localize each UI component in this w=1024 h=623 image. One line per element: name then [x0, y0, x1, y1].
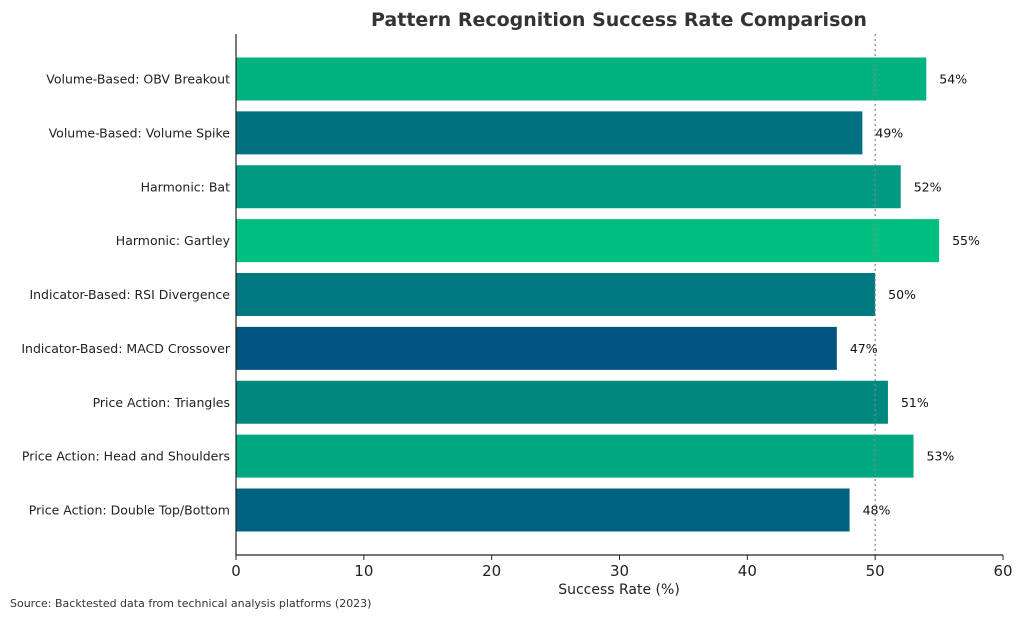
value-label: 55% — [952, 233, 980, 248]
x-tick-label: 40 — [738, 562, 757, 580]
category-label: Price Action: Double Top/Bottom — [29, 503, 230, 518]
bar — [236, 326, 837, 370]
value-label: 53% — [927, 449, 955, 464]
category-label: Indicator-Based: RSI Divergence — [29, 287, 230, 302]
bar — [236, 111, 863, 155]
bars-layer: Volume-Based: OBV Breakout 54% Volume-Base… — [21, 34, 980, 555]
category-label: Price Action: Triangles — [93, 395, 230, 410]
source-note: Source: Backtested data from technical a… — [10, 597, 371, 610]
x-tick-label: 30 — [610, 562, 629, 580]
value-label: 52% — [914, 179, 942, 194]
bar — [236, 434, 914, 478]
x-tick-label: 20 — [482, 562, 501, 580]
bar — [236, 219, 940, 263]
value-label: 51% — [901, 395, 929, 410]
value-label: 50% — [888, 287, 916, 302]
x-tick-label: 10 — [354, 562, 373, 580]
x-axis-label: Success Rate (%) — [558, 582, 680, 598]
chart-title: Pattern Recognition Success Rate Compari… — [371, 9, 867, 31]
ticks-layer: 0 10 20 30 40 50 60 — [231, 555, 1013, 580]
bar — [236, 380, 888, 424]
value-label: 47% — [850, 341, 878, 356]
value-label: 54% — [939, 72, 967, 87]
category-label: Volume-Based: OBV Breakout — [46, 72, 230, 87]
x-tick-label: 60 — [993, 562, 1012, 580]
category-label: Volume-Based: Volume Spike — [49, 125, 231, 140]
value-label: 49% — [875, 125, 903, 140]
bar — [236, 273, 876, 316]
bar — [236, 57, 927, 101]
x-tick-label: 50 — [866, 562, 885, 580]
value-label: 48% — [863, 503, 891, 518]
x-tick-label: 0 — [231, 562, 241, 580]
category-label: Harmonic: Bat — [141, 179, 230, 194]
bar — [236, 165, 901, 209]
bar — [236, 488, 850, 532]
category-label: Price Action: Head and Shoulders — [22, 449, 230, 464]
category-label: Indicator-Based: MACD Crossover — [21, 341, 231, 356]
category-label: Harmonic: Gartley — [116, 233, 231, 248]
